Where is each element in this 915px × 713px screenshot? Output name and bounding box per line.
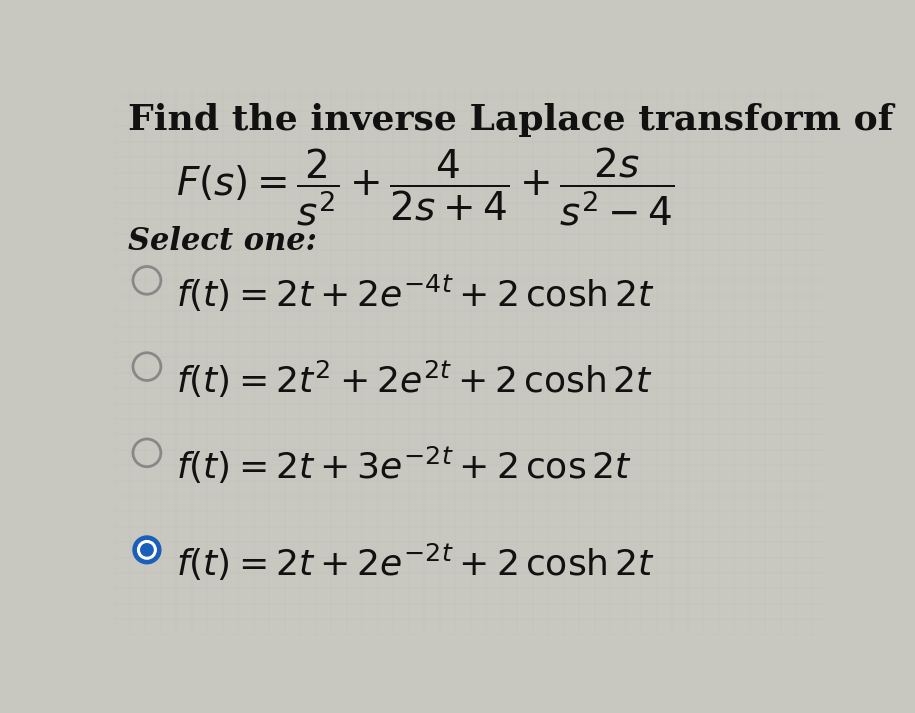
Circle shape bbox=[133, 536, 161, 564]
Circle shape bbox=[137, 540, 156, 559]
Text: Select one:: Select one: bbox=[128, 227, 318, 257]
Text: $f(t) = 2t^2 + 2e^{2t} + 2\,\mathrm{cosh}\,2t$: $f(t) = 2t^2 + 2e^{2t} + 2\,\mathrm{cosh… bbox=[177, 359, 653, 400]
Circle shape bbox=[141, 544, 153, 556]
Text: Find the inverse Laplace transform of: Find the inverse Laplace transform of bbox=[128, 103, 894, 138]
Text: $f(t) = 2t + 2e^{-2t} + 2\,\mathrm{cosh}\,2t$: $f(t) = 2t + 2e^{-2t} + 2\,\mathrm{cosh}… bbox=[177, 542, 655, 583]
Text: $f(t) = 2t + 3e^{-2t} + 2\,\mathrm{cos}\,2t$: $f(t) = 2t + 3e^{-2t} + 2\,\mathrm{cos}\… bbox=[177, 445, 632, 486]
Text: $F(s) = \dfrac{2}{s^2} + \dfrac{4}{2s+4} + \dfrac{2s}{s^2-4}$: $F(s) = \dfrac{2}{s^2} + \dfrac{4}{2s+4}… bbox=[177, 145, 675, 228]
Text: $f(t) = 2t + 2e^{-4t} + 2\,\mathrm{cosh}\,2t$: $f(t) = 2t + 2e^{-4t} + 2\,\mathrm{cosh}… bbox=[177, 272, 655, 314]
